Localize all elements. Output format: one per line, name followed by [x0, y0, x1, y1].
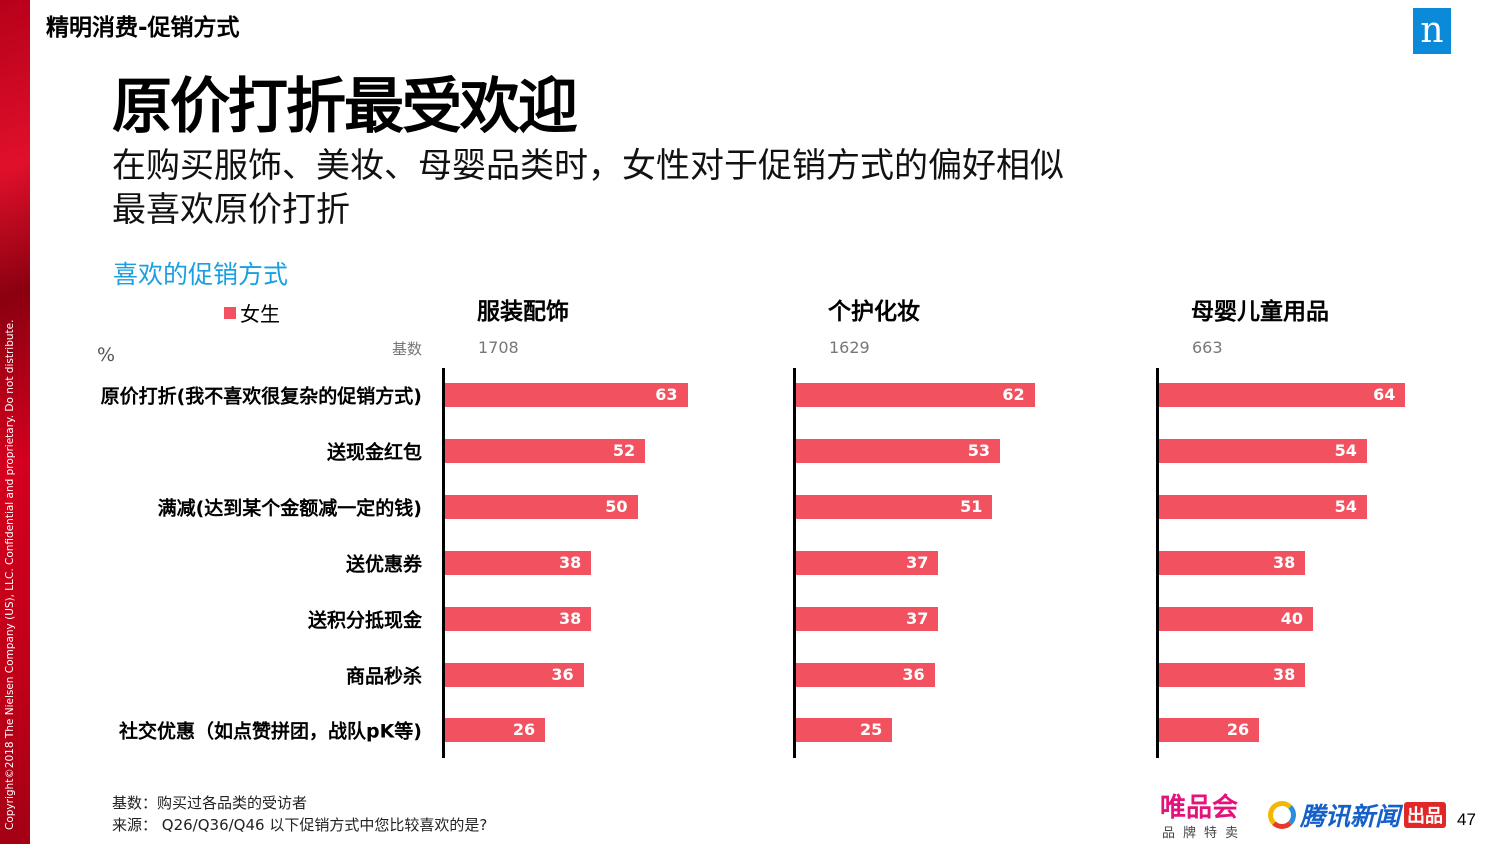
bar: 25: [796, 718, 893, 742]
category-label: 原价打折(我不喜欢很复杂的促销方式): [100, 385, 422, 408]
bar: 36: [796, 663, 935, 687]
bar: 38: [1159, 663, 1306, 687]
panel-base: 1629: [829, 338, 870, 357]
data-label: 37: [906, 609, 929, 628]
data-label: 51: [960, 497, 983, 516]
bar: 38: [445, 607, 592, 631]
notes: 基数：购买过各品类的受访者来源： Q26/Q36/Q46 以下促销方式中您比较喜…: [112, 792, 487, 836]
note-base: 基数：购买过各品类的受访者: [112, 794, 308, 812]
bar: 53: [796, 439, 1001, 463]
subtitle-line-2: 最喜欢原价打折: [112, 190, 350, 230]
data-label: 54: [1334, 441, 1357, 460]
bar: 54: [1159, 439, 1367, 463]
axis-line: [442, 368, 445, 758]
data-label: 38: [1273, 665, 1296, 684]
data-label: 64: [1373, 385, 1396, 404]
data-label: 50: [605, 497, 628, 516]
tencent-name: 腾讯新闻: [1300, 802, 1401, 831]
subtitle-line-1: 在购买服饰、美妆、母婴品类时，女性对于促销方式的偏好相似: [112, 146, 1064, 186]
panel-base: 1708: [478, 338, 519, 357]
tencent-news-logo: 腾讯新闻 出品: [1268, 797, 1447, 833]
vip-logo: 唯品会: [1160, 793, 1239, 823]
nielsen-logo: n: [1413, 8, 1451, 54]
data-label: 36: [551, 665, 574, 684]
bar: 64: [1159, 383, 1406, 407]
bar: 26: [1159, 718, 1260, 742]
bar: 37: [796, 607, 939, 631]
copyright: Copyright©2018 The Nielsen Company (US),…: [4, 319, 16, 830]
data-label: 38: [559, 553, 582, 572]
page-number: 47: [1457, 810, 1476, 829]
legend-label: 女生: [240, 302, 280, 326]
data-label: 38: [1273, 553, 1296, 572]
bar: 38: [1159, 551, 1306, 575]
unit-label: %: [97, 344, 116, 366]
panel-base: 663: [1192, 338, 1223, 357]
category-label: 社交优惠（如点赞拼团，战队pK等): [118, 720, 422, 743]
bar: 38: [445, 551, 592, 575]
data-label: 54: [1334, 497, 1357, 516]
base-label: 基数: [392, 340, 423, 358]
bar: 26: [445, 718, 546, 742]
data-label: 63: [655, 385, 678, 404]
data-label: 38: [559, 609, 582, 628]
section-title: 精明消费-促销方式: [46, 15, 240, 41]
panel-title: 服装配饰: [477, 299, 569, 325]
panel-title: 个护化妆: [828, 299, 920, 325]
page-title: 原价打折最受欢迎: [112, 72, 578, 142]
bar: 62: [796, 383, 1035, 407]
legend: 女生: [224, 298, 280, 327]
data-label: 40: [1280, 609, 1303, 628]
produced-badge: 出品: [1404, 802, 1447, 828]
data-label: 37: [906, 553, 929, 572]
data-label: 26: [1226, 720, 1250, 739]
chart-title: 喜欢的促销方式: [113, 260, 289, 289]
data-label: 26: [512, 720, 536, 739]
bar: 51: [796, 495, 993, 519]
bar: 50: [445, 495, 638, 519]
bar: 37: [796, 551, 939, 575]
category-label: 送现金红包: [326, 441, 422, 464]
bar: 63: [445, 383, 688, 407]
data-label: 25: [859, 720, 883, 739]
category-label: 送积分抵现金: [307, 609, 422, 632]
vip-tagline: 品牌特卖: [1162, 826, 1247, 841]
category-label: 商品秒杀: [345, 665, 422, 688]
category-label: 满减(达到某个金额减一定的钱): [157, 497, 422, 520]
decorative-strip: Copyright©2018 The Nielsen Company (US),…: [0, 0, 30, 844]
legend-swatch: [224, 306, 236, 319]
bar: 52: [445, 439, 646, 463]
axis-line: [793, 368, 796, 758]
note-source: 来源： Q26/Q36/Q46 以下促销方式中您比较喜欢的是?: [112, 816, 488, 834]
data-label: 53: [967, 441, 991, 460]
bar: 54: [1159, 495, 1367, 519]
bar: 40: [1159, 607, 1313, 631]
axis-line: [1156, 368, 1159, 758]
data-label: 36: [902, 665, 925, 684]
data-label: 52: [612, 441, 636, 460]
bar: 36: [445, 663, 584, 687]
panel-title: 母婴儿童用品: [1191, 299, 1329, 325]
data-label: 62: [1002, 385, 1025, 404]
tencent-icon: [1268, 801, 1296, 829]
category-label: 送优惠券: [345, 553, 422, 576]
